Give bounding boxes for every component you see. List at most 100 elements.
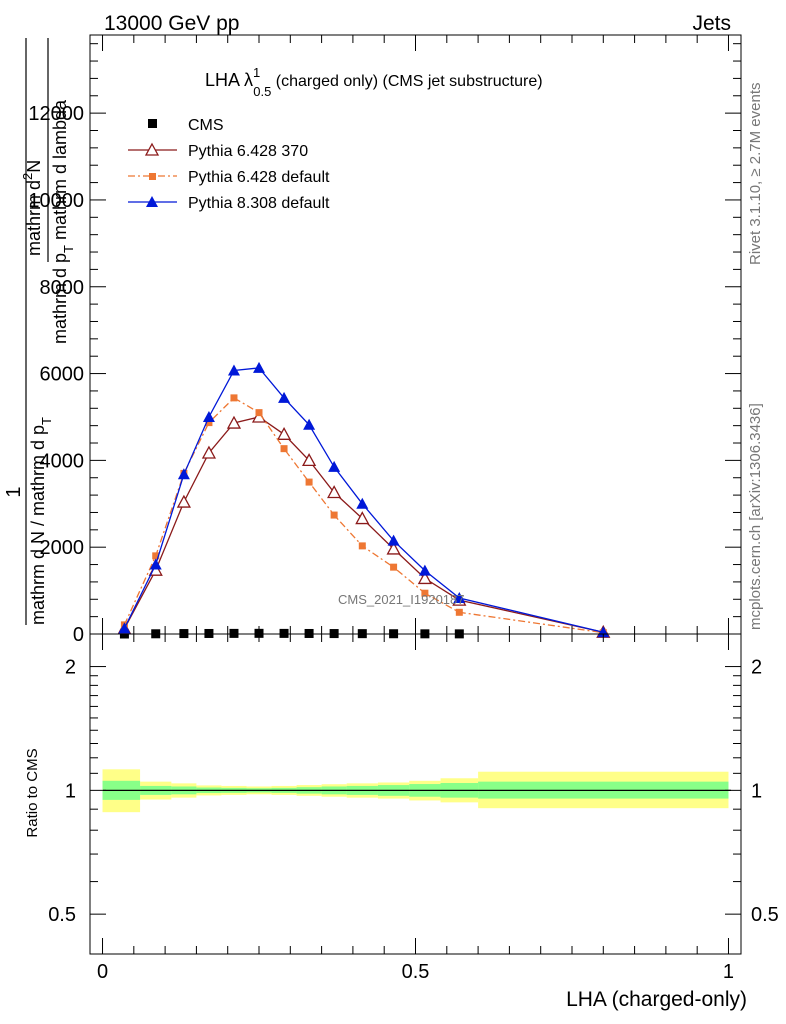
data-point-pythia8 [149,558,162,570]
legend-marker-cms [148,119,157,128]
data-point-cms [304,628,314,638]
main-ytick-label: 10000 [28,190,84,212]
ylabel-num-top: mathrm d [24,180,44,256]
data-point-pythia6-370 [301,453,317,467]
data-point-pythia8 [202,410,215,422]
data-point-pythia6-default [455,608,463,616]
data-point-pythia6-default [305,478,313,486]
ratio-ytick-label-right: 0.5 [751,904,779,926]
x-axis-label: LHA (charged-only) [566,988,747,1011]
ylabel-outer-num-text: mathrm d N / mathrm d p [28,425,48,625]
data-point-pythia8 [328,460,341,472]
main-ytick-label: 4000 [40,450,85,472]
plot-title-sup: 1 [253,65,260,80]
data-point-pythia6-370 [417,571,432,585]
ratio-xtick-label: 0 [97,961,108,983]
legend-label-pythia6-370: Pythia 6.428 370 [188,143,308,160]
data-point-pythia6-370 [386,541,401,555]
ylabel-den: mathrm d pT mathrm d lambda [50,99,76,344]
main-ytick-label: 6000 [40,364,85,386]
data-point-pythia8 [253,361,266,373]
header-left: 13000 GeV pp [104,12,239,35]
data-point-pythia6-370 [355,511,370,525]
data-point-cms [204,628,214,638]
ratio-ytick-label: 2 [65,657,76,679]
ylabel-num: mathrm d2N [20,160,44,256]
ratio-ytick-label-right: 1 [751,780,762,802]
data-point-pythia8 [227,364,240,376]
data-point-pythia6-default [280,445,288,453]
main-series-layer [117,361,611,639]
series-line-3 [123,367,604,633]
plot-title-sub: 0.5 [253,84,271,99]
ylabel-den-sub: T [61,245,76,253]
legend-entry-cms: CMS [148,117,224,134]
data-point-pythia6-default [205,419,213,427]
data-point-pythia8 [278,391,291,403]
legend-entry-pythia8: Pythia 8.308 default [128,195,330,212]
series-line-2 [123,397,604,634]
ratio-ylabel: Ratio to CMS [24,748,41,837]
legend-marker-pythia6-370 [144,142,160,156]
ylabel-one: 1 [3,486,25,497]
series-1 [117,409,611,638]
legend-entry-pythia6-default: Pythia 6.428 default [128,169,330,186]
data-point-pythia6-default [390,563,398,571]
main-ylabel: 1 mathrm d N / mathrm d pT mathrm d2N ma… [3,38,76,625]
data-point-cms [279,628,289,638]
series-3 [118,361,610,638]
series-line-1 [123,416,604,633]
header-right: Jets [692,12,731,35]
watermark: CMS_2021_I1920187 [338,592,465,607]
legend-label-pythia8: Pythia 8.308 default [188,195,330,212]
ylabel-outer-num-sub: T [39,417,54,425]
ylabel-num-sup: 2 [20,173,35,180]
data-point-pythia6-370 [226,415,242,429]
data-point-pythia6-default [230,394,238,402]
main-ytick-label: 0 [73,624,84,646]
data-point-cms [229,628,239,638]
data-point-pythia6-370 [327,485,342,499]
plot-title-tail: (charged only) (CMS jet substructure) [271,73,542,90]
plot-title: LHA λ1 0.5 (charged only) (CMS jet substr… [205,65,543,99]
data-point-pythia8 [453,591,466,603]
data-point-pythia6-370 [176,494,191,508]
data-point-cms [254,628,264,638]
data-point-pythia8 [356,497,369,509]
ylabel-outer-num: mathrm d N / mathrm d pT [28,417,54,625]
ratio-ytick-label: 1 [65,780,76,802]
data-point-pythia8 [387,534,400,546]
side-rivet: Rivet 3.1.10, ≥ 2.7M events [747,83,764,266]
ylabel-den-text: mathrm d p [50,253,70,344]
ratio-ytick-label-right: 2 [751,657,762,679]
data-point-pythia8 [118,622,131,634]
ratio-xtick-label: 0.5 [402,961,430,983]
legend-marker-pythia8 [146,196,158,207]
main-ytick-label: 8000 [40,277,85,299]
main-ytick-label: 2000 [40,537,85,559]
legend: CMS Pythia 6.428 370 Pythia 6.428 defaul… [128,117,330,212]
main-panel: 0 2000 4000 6000 8000 10000 12000 LHA λ1 0.5 (c… [28,34,742,646]
main-axis-ticks: 0 2000 4000 6000 8000 10000 12000 [28,35,741,646]
ratio-axis-ticks: 0.5 0.5 1 1 2 2 0 0.5 1 [48,634,779,983]
plot-title-main: LHA λ [205,70,253,90]
main-ytick-label: 12000 [28,103,84,125]
ratio-ytick-label: 0.5 [48,904,76,926]
side-mcplots: mcplots.cern.ch [arXiv:1306.3436] [747,403,764,630]
legend-label-pythia6-default: Pythia 6.428 default [188,169,330,186]
data-point-pythia6-default [330,511,338,519]
data-point-pythia6-default [152,552,160,560]
data-point-pythia8 [418,564,431,576]
data-point-pythia8 [303,418,316,430]
legend-entry-pythia6-370: Pythia 6.428 370 [128,142,308,160]
data-point-pythia6-default [255,409,263,417]
data-point-pythia6-370 [276,426,292,440]
data-point-pythia6-370 [201,445,217,459]
ratio-panel: 0.5 0.5 1 1 2 2 0 0.5 1 Ratio to CMS [24,633,779,983]
data-point-pythia8 [597,626,610,638]
data-point-pythia8 [177,468,190,480]
legend-marker-pythia6-default [149,173,156,180]
ylabel-num-bottom: N [24,160,44,173]
data-point-pythia6-default [358,542,366,550]
